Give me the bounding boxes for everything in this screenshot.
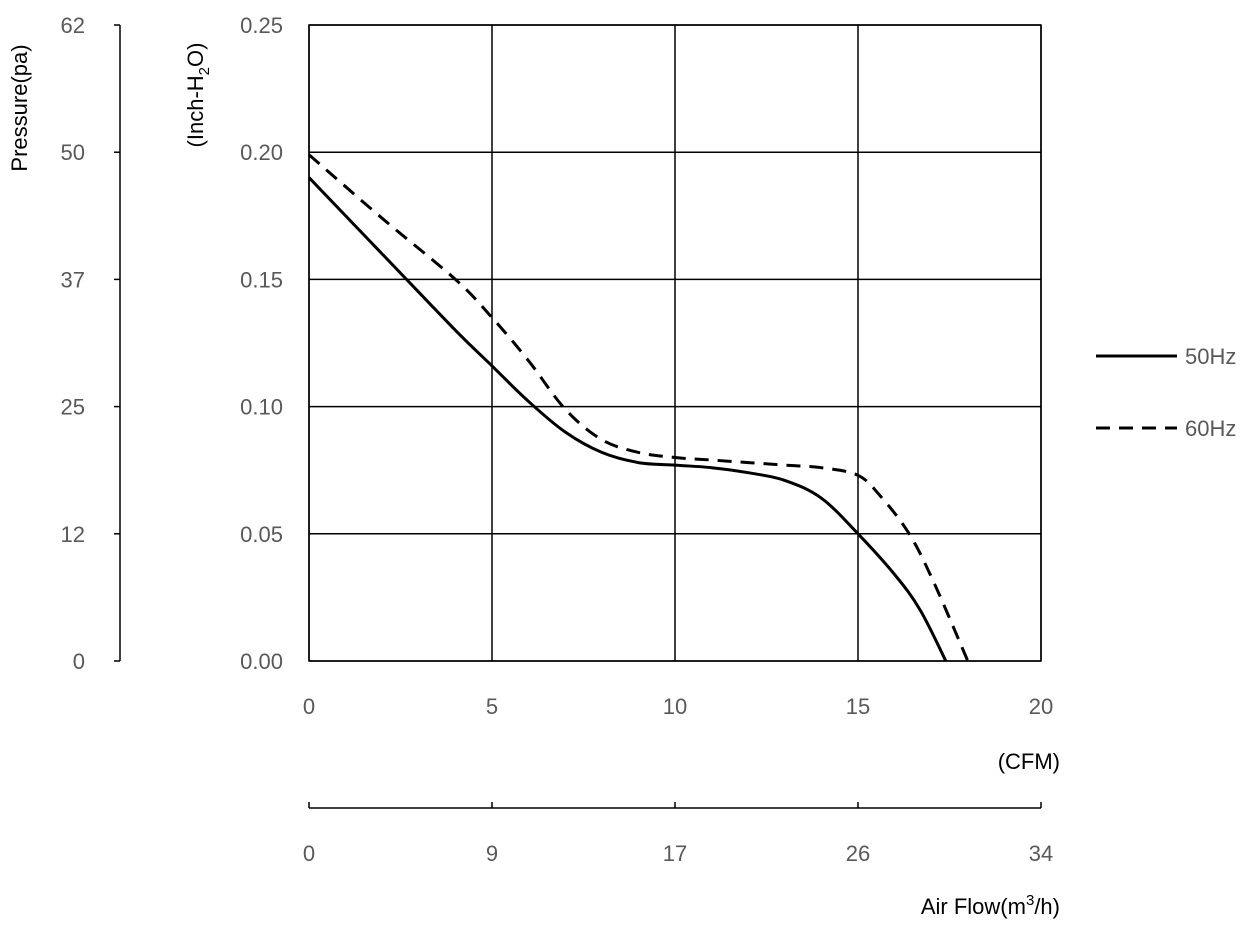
cfm-axis: 0 5 10 15 20: [303, 694, 1053, 719]
plot-border: [308, 24, 1042, 662]
series-lines: [307, 153, 970, 662]
pressure-tick-label: 62: [61, 13, 85, 38]
x-tick-label: 10: [663, 694, 687, 719]
m3h-tick-label: 34: [1029, 841, 1053, 866]
series-line-60hz: [308, 153, 970, 662]
series-line-50hz: [307, 176, 948, 662]
legend: 50Hz 60Hz: [1096, 344, 1236, 441]
y-tick-label: 0.00: [240, 649, 283, 674]
m3h-tick-label: 17: [663, 841, 687, 866]
pressure-tick-label: 12: [61, 522, 85, 547]
pressure-tick-label: 0: [73, 649, 85, 674]
y-tick-label: 0.25: [240, 13, 283, 38]
x-tick-label: 0: [303, 694, 315, 719]
legend-label-60hz: 60Hz: [1185, 416, 1236, 441]
pressure-tick-label: 25: [61, 395, 85, 420]
pressure-tick-label: 37: [61, 267, 85, 292]
m3h-tick-label: 26: [846, 841, 870, 866]
y-tick-label: 0.15: [240, 267, 283, 292]
m3h-tick-label: 9: [486, 841, 498, 866]
plot-area: [308, 24, 1042, 662]
inch-h2o-axis: 0.00 0.05 0.10 0.15 0.20 0.25: [240, 13, 283, 674]
legend-label-50hz: 50Hz: [1185, 344, 1236, 369]
inch-h2o-axis-title: (Inch-H2O): [183, 43, 213, 148]
x-tick-label: 5: [486, 694, 498, 719]
x-tick-label: 20: [1029, 694, 1053, 719]
x-tick-label: 15: [846, 694, 870, 719]
y-tick-label: 0.05: [240, 522, 283, 547]
grid-lines: [308, 24, 1042, 662]
m3h-axis-title: Air Flow(m3/h): [921, 892, 1060, 919]
y-tick-label: 0.20: [240, 140, 283, 165]
m3h-axis: 0 9 17 26 34: [303, 802, 1053, 866]
cfm-axis-title: (CFM): [998, 749, 1060, 774]
m3h-tick-label: 0: [303, 841, 315, 866]
y-tick-label: 0.10: [240, 395, 283, 420]
pressure-pa-axis: 0 12 25 37 50 62: [61, 13, 121, 674]
pressure-tick-label: 50: [61, 140, 85, 165]
pressure-pa-axis-title: Pressure(pa): [7, 44, 32, 171]
